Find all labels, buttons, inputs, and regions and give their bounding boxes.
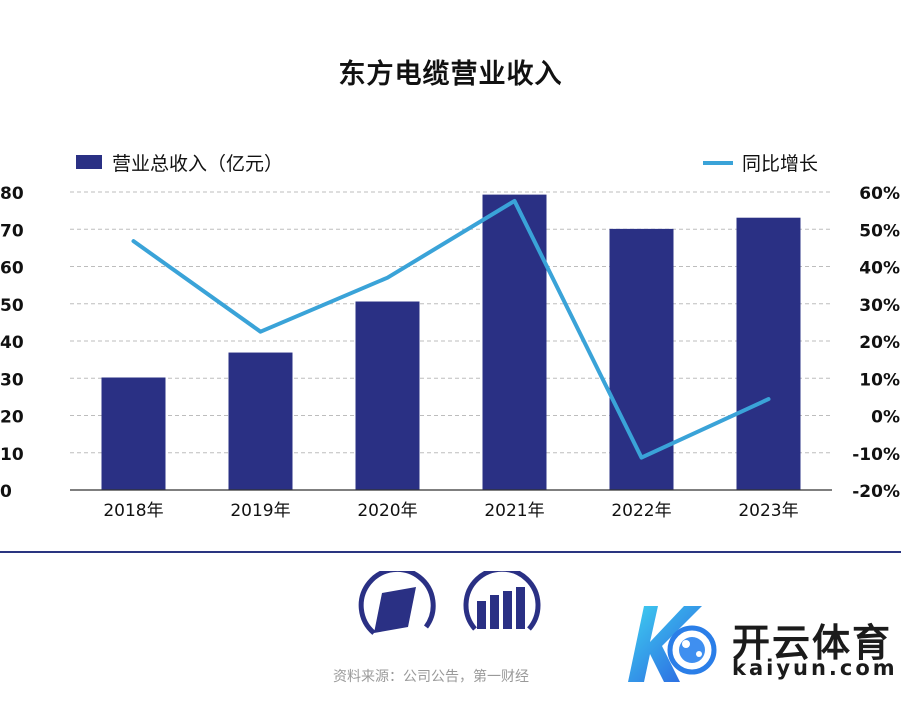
y-left-tick-label: 80 (0, 184, 24, 204)
y-right-tick-label: 0% (871, 408, 900, 428)
y-right-tick-label: 30% (859, 296, 900, 316)
line-point (133, 240, 134, 242)
bar (736, 217, 801, 490)
y-left-tick-label: 60 (0, 259, 24, 279)
bars-logo-icon (463, 571, 541, 631)
parallelogram-logo-icon (358, 571, 436, 635)
chart: 0 10 20 30 40 50 60 70 80 -20% -10% 0% 10% 20% 30% 40% 5… (0, 153, 900, 521)
x-tick-label: 2021年 (484, 501, 544, 521)
footer-divider (0, 551, 901, 553)
y-left-tick-label: 40 (0, 333, 24, 353)
x-tick-label: 2023年 (738, 501, 798, 521)
line-point (768, 398, 769, 400)
legend-bar-label: 营业总收入（亿元） (112, 153, 283, 175)
x-tick-label: 2018年 (103, 501, 163, 521)
bar (609, 228, 674, 490)
bar (355, 301, 420, 490)
y-right-tick-label: 20% (859, 333, 900, 353)
line-point (387, 277, 388, 279)
y-right-tick-label: 40% (859, 259, 900, 279)
bar (482, 194, 547, 491)
x-tick-label: 2019年 (230, 501, 290, 521)
y-left-tick-label: 50 (0, 296, 24, 316)
x-tick-label: 2022年 (611, 501, 671, 521)
line-point (260, 331, 261, 333)
x-tick-label: 2020年 (357, 501, 417, 521)
growth-line (131, 198, 771, 460)
y-left-tick-label: 10 (0, 445, 24, 465)
bar (228, 352, 293, 490)
y-right-tick-label: 10% (859, 370, 900, 390)
y-right-tick-label: 50% (859, 221, 900, 241)
brand-name: 开云体育 (732, 621, 893, 665)
source-note: 资料来源：公司公告，第一财经 (333, 669, 529, 685)
kaiyun-logo-icon (628, 606, 717, 682)
y-right-tick-label: -20% (852, 482, 900, 502)
bar (101, 377, 166, 490)
line-point (641, 457, 642, 459)
y-left-tick-label: 0 (0, 482, 12, 502)
brand-domain: kaiyun.com (732, 656, 898, 680)
y-left-tick-label: 30 (0, 370, 24, 390)
chart-title: 东方电缆营业收入 (338, 59, 563, 90)
legend-bar-swatch (76, 155, 102, 169)
y-right-tick-label: 60% (859, 184, 900, 204)
line-point (514, 200, 515, 202)
legend-line-label: 同比增长 (742, 153, 818, 175)
y-left-tick-label: 20 (0, 408, 24, 428)
y-right-tick-label: -10% (852, 445, 900, 465)
y-left-tick-label: 70 (0, 221, 24, 241)
